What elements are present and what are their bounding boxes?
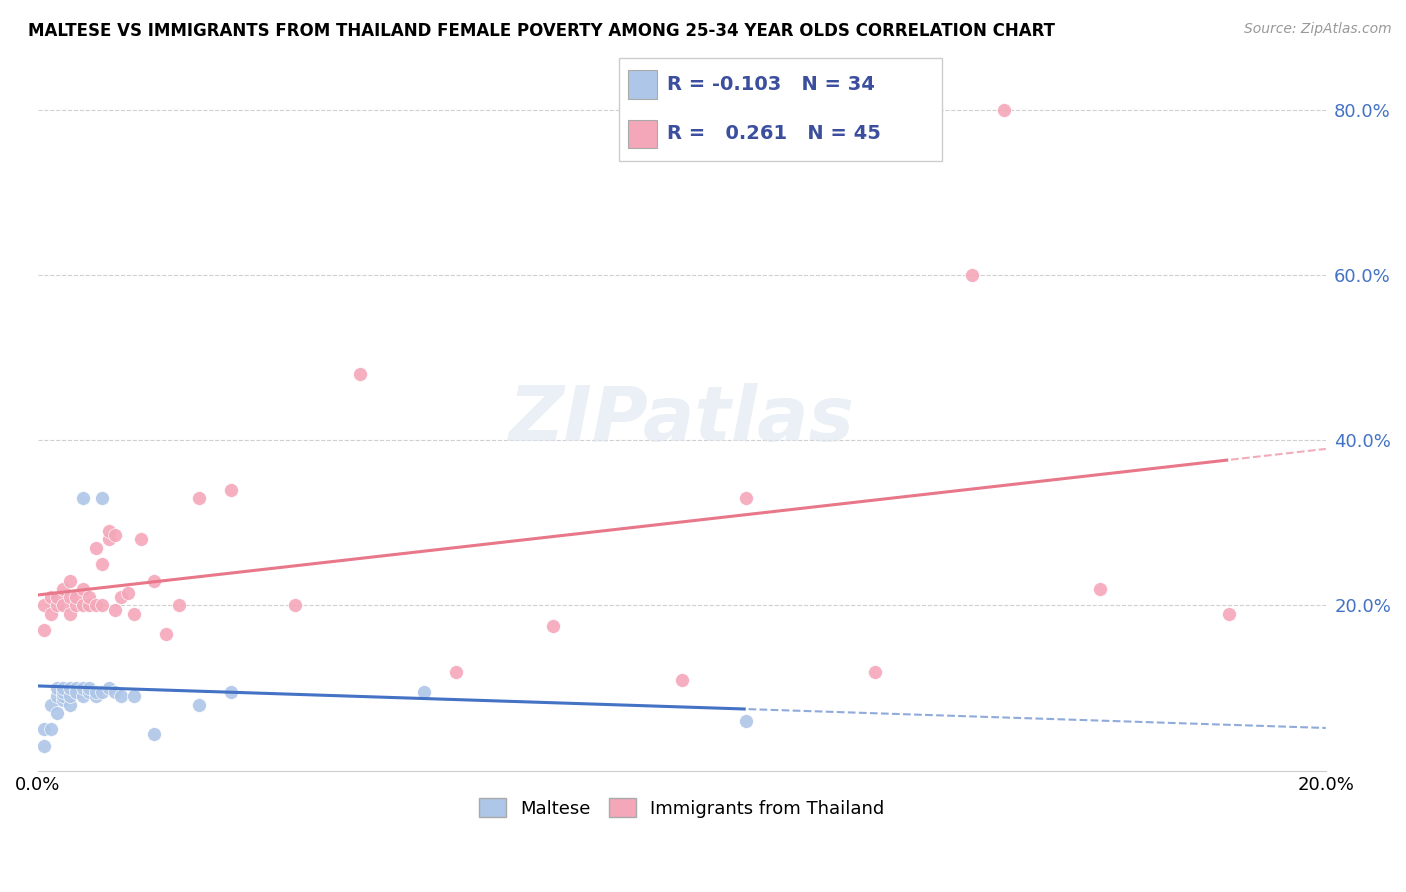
Point — [104, 685, 127, 699]
Point — [84, 599, 107, 613]
Point — [155, 627, 177, 641]
Point — [84, 690, 107, 704]
Point — [39, 723, 62, 737]
Point — [72, 681, 94, 695]
Point — [52, 693, 75, 707]
Point — [671, 673, 693, 687]
Point — [960, 268, 983, 282]
Point — [59, 591, 82, 605]
Text: R = -0.103   N = 34: R = -0.103 N = 34 — [668, 75, 875, 94]
Point — [59, 607, 82, 621]
Point — [77, 681, 100, 695]
Point — [65, 591, 87, 605]
Point — [39, 607, 62, 621]
Point — [84, 541, 107, 555]
Text: Source: ZipAtlas.com: Source: ZipAtlas.com — [1244, 22, 1392, 37]
Point — [110, 591, 132, 605]
Point — [97, 533, 120, 547]
Point — [32, 599, 55, 613]
Point — [97, 524, 120, 538]
Point — [32, 723, 55, 737]
Point — [52, 690, 75, 704]
Point — [349, 367, 371, 381]
Legend: Maltese, Immigrants from Thailand: Maltese, Immigrants from Thailand — [471, 791, 891, 825]
Point — [142, 574, 165, 588]
Point — [91, 599, 114, 613]
Point — [46, 599, 69, 613]
Point — [46, 690, 69, 704]
Point — [52, 685, 75, 699]
Point — [65, 599, 87, 613]
Text: ZIPatlas: ZIPatlas — [509, 383, 855, 457]
Point — [91, 685, 114, 699]
Text: MALTESE VS IMMIGRANTS FROM THAILAND FEMALE POVERTY AMONG 25-34 YEAR OLDS CORRELA: MALTESE VS IMMIGRANTS FROM THAILAND FEMA… — [28, 22, 1054, 40]
Point — [142, 726, 165, 740]
Point — [46, 681, 69, 695]
Text: R =   0.261   N = 45: R = 0.261 N = 45 — [668, 124, 882, 143]
Point — [284, 599, 307, 613]
Point — [1218, 607, 1240, 621]
Point — [91, 491, 114, 505]
Point — [52, 681, 75, 695]
Point — [32, 624, 55, 638]
Point — [735, 714, 758, 728]
Point — [169, 599, 191, 613]
Point — [72, 690, 94, 704]
FancyBboxPatch shape — [619, 58, 942, 161]
Point — [72, 582, 94, 596]
Point — [59, 698, 82, 712]
Point — [65, 685, 87, 699]
FancyBboxPatch shape — [628, 70, 658, 99]
Point — [39, 591, 62, 605]
Point — [97, 681, 120, 695]
Point — [110, 690, 132, 704]
Point — [91, 557, 114, 571]
Point — [59, 681, 82, 695]
Point — [104, 528, 127, 542]
Point — [124, 607, 146, 621]
Point — [129, 533, 152, 547]
Point — [72, 491, 94, 505]
Point — [735, 491, 758, 505]
Point — [77, 685, 100, 699]
Point — [59, 690, 82, 704]
Point — [104, 602, 127, 616]
Point — [52, 599, 75, 613]
Point — [46, 591, 69, 605]
FancyBboxPatch shape — [628, 120, 658, 148]
Point — [219, 685, 242, 699]
Point — [84, 685, 107, 699]
Point — [541, 619, 564, 633]
Point — [39, 698, 62, 712]
Point — [52, 582, 75, 596]
Point — [187, 491, 209, 505]
Point — [993, 103, 1015, 117]
Point — [46, 706, 69, 720]
Point — [413, 685, 436, 699]
Point — [77, 599, 100, 613]
Point — [863, 665, 886, 679]
Point — [77, 591, 100, 605]
Point — [65, 681, 87, 695]
Point — [446, 665, 468, 679]
Point — [1090, 582, 1112, 596]
Point — [32, 739, 55, 753]
Point — [219, 483, 242, 497]
Point — [124, 690, 146, 704]
Point — [187, 698, 209, 712]
Point — [72, 599, 94, 613]
Point — [59, 574, 82, 588]
Point — [117, 586, 139, 600]
